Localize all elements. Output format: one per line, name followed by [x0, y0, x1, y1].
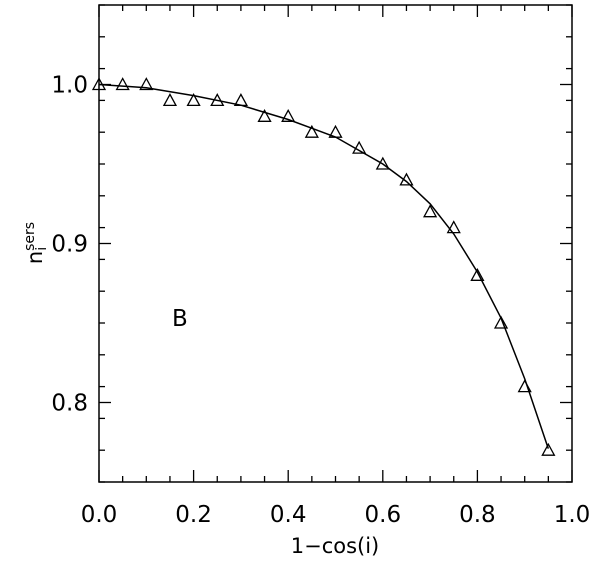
x-tick-labels: 0.0 0.2 0.4 0.6 0.8 1.0	[81, 502, 591, 528]
x-tick-label: 0.0	[81, 502, 118, 528]
y-tick-label: 0.8	[51, 391, 88, 417]
data-point	[281, 108, 296, 122]
x-tick-label: 0.4	[270, 502, 307, 528]
x-tick-label: 0.6	[365, 502, 402, 528]
data-point	[139, 77, 154, 91]
data-point	[304, 124, 319, 138]
plot-frame	[98, 4, 573, 483]
fit-curve	[98, 83, 550, 449]
y-axis-title: nisers	[22, 222, 51, 264]
y-axis-title-sup: sers	[22, 222, 38, 251]
data-point	[115, 77, 130, 91]
data-point	[328, 124, 343, 138]
x-axis-title: 1−cos(i)	[291, 534, 380, 558]
data-point	[399, 172, 414, 186]
y-axis-title-base: n	[23, 251, 47, 264]
panel-annotation: B	[172, 306, 188, 332]
data-point	[423, 204, 438, 218]
data-point	[210, 93, 225, 107]
x-tick-label: 0.8	[459, 502, 496, 528]
data-points	[91, 77, 556, 456]
y-tick-labels: 0.8 0.9 1.0	[51, 73, 88, 417]
y-axis-title-sub: i	[34, 247, 50, 251]
tick-marks	[98, 4, 573, 483]
data-point	[375, 156, 390, 170]
data-point	[91, 77, 107, 91]
data-point	[257, 108, 272, 122]
svg-text:nisers: nisers	[22, 222, 51, 264]
data-point	[186, 93, 201, 107]
data-point	[233, 93, 248, 107]
data-point	[541, 442, 556, 456]
y-tick-label: 1.0	[51, 73, 88, 99]
data-point	[493, 315, 509, 329]
data-point	[352, 140, 367, 154]
y-tick-label: 0.9	[51, 232, 88, 258]
data-point	[517, 379, 532, 393]
x-tick-label: 0.2	[175, 502, 212, 528]
data-point	[470, 267, 485, 281]
data-point	[162, 93, 178, 107]
data-point	[446, 220, 461, 234]
x-tick-label: 1.0	[554, 502, 591, 528]
